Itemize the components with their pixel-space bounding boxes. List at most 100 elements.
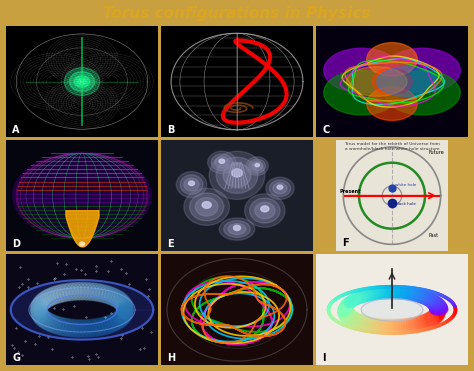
Circle shape xyxy=(104,314,120,332)
Ellipse shape xyxy=(211,154,232,171)
Ellipse shape xyxy=(426,311,439,326)
Circle shape xyxy=(219,159,225,163)
Ellipse shape xyxy=(338,303,353,317)
Ellipse shape xyxy=(428,299,446,310)
Circle shape xyxy=(234,225,240,230)
Ellipse shape xyxy=(13,152,151,239)
Ellipse shape xyxy=(216,157,258,193)
Ellipse shape xyxy=(353,315,366,329)
Circle shape xyxy=(117,298,133,316)
Circle shape xyxy=(33,308,49,325)
Circle shape xyxy=(35,293,51,311)
Ellipse shape xyxy=(176,172,207,197)
Circle shape xyxy=(56,284,73,302)
Ellipse shape xyxy=(215,157,229,168)
Ellipse shape xyxy=(375,287,392,299)
Circle shape xyxy=(261,206,269,212)
Ellipse shape xyxy=(431,306,444,321)
Circle shape xyxy=(31,299,47,316)
Ellipse shape xyxy=(209,151,265,199)
Ellipse shape xyxy=(273,183,287,194)
Ellipse shape xyxy=(401,288,419,300)
Circle shape xyxy=(107,289,123,306)
Circle shape xyxy=(102,287,118,304)
Ellipse shape xyxy=(339,306,354,321)
Circle shape xyxy=(31,303,47,321)
Circle shape xyxy=(80,319,96,337)
Circle shape xyxy=(107,313,123,331)
Ellipse shape xyxy=(394,319,407,334)
Circle shape xyxy=(63,319,79,337)
Ellipse shape xyxy=(351,314,365,329)
Circle shape xyxy=(31,305,47,322)
Ellipse shape xyxy=(427,310,440,325)
Ellipse shape xyxy=(382,319,395,334)
Ellipse shape xyxy=(343,295,358,309)
Circle shape xyxy=(74,76,90,88)
Circle shape xyxy=(66,319,82,337)
Ellipse shape xyxy=(228,223,246,234)
Ellipse shape xyxy=(365,318,378,333)
Circle shape xyxy=(38,290,54,308)
Ellipse shape xyxy=(432,303,445,318)
Ellipse shape xyxy=(341,309,356,323)
Circle shape xyxy=(73,320,89,337)
Ellipse shape xyxy=(372,319,385,334)
Circle shape xyxy=(80,282,96,300)
Circle shape xyxy=(33,295,49,312)
Ellipse shape xyxy=(387,319,400,335)
Ellipse shape xyxy=(195,197,218,216)
Circle shape xyxy=(76,282,92,300)
Circle shape xyxy=(70,282,86,300)
Circle shape xyxy=(36,292,52,309)
Ellipse shape xyxy=(365,288,382,300)
Ellipse shape xyxy=(404,289,421,300)
Circle shape xyxy=(231,169,243,177)
Ellipse shape xyxy=(431,305,445,320)
Ellipse shape xyxy=(416,315,429,330)
Ellipse shape xyxy=(410,317,423,332)
Ellipse shape xyxy=(252,161,263,171)
Ellipse shape xyxy=(224,221,250,237)
Ellipse shape xyxy=(355,290,371,303)
Ellipse shape xyxy=(420,314,433,329)
Ellipse shape xyxy=(340,307,354,321)
Circle shape xyxy=(76,320,92,337)
Ellipse shape xyxy=(420,294,438,305)
Circle shape xyxy=(53,285,69,302)
Circle shape xyxy=(277,185,283,189)
Circle shape xyxy=(117,304,133,322)
Ellipse shape xyxy=(406,289,423,301)
Ellipse shape xyxy=(385,287,402,299)
Ellipse shape xyxy=(346,67,407,96)
Circle shape xyxy=(96,317,112,335)
Ellipse shape xyxy=(266,177,294,199)
Ellipse shape xyxy=(250,198,280,223)
Text: black hole: black hole xyxy=(395,203,416,206)
Circle shape xyxy=(115,307,131,325)
Circle shape xyxy=(70,319,86,337)
Ellipse shape xyxy=(382,287,399,299)
Circle shape xyxy=(69,72,95,92)
Ellipse shape xyxy=(367,87,417,121)
Text: D: D xyxy=(12,239,20,249)
Circle shape xyxy=(56,318,73,336)
Circle shape xyxy=(113,309,129,327)
Ellipse shape xyxy=(324,48,400,93)
Ellipse shape xyxy=(423,312,436,328)
Ellipse shape xyxy=(353,290,369,303)
Circle shape xyxy=(38,312,54,329)
Ellipse shape xyxy=(180,175,203,194)
Ellipse shape xyxy=(419,293,437,305)
Circle shape xyxy=(36,310,52,328)
Ellipse shape xyxy=(363,288,380,301)
Circle shape xyxy=(189,181,194,186)
Ellipse shape xyxy=(374,319,387,334)
Ellipse shape xyxy=(340,298,356,311)
Circle shape xyxy=(90,283,106,301)
Ellipse shape xyxy=(219,218,255,240)
Circle shape xyxy=(96,285,112,303)
Ellipse shape xyxy=(370,288,387,300)
Circle shape xyxy=(111,291,127,309)
Circle shape xyxy=(50,316,66,334)
